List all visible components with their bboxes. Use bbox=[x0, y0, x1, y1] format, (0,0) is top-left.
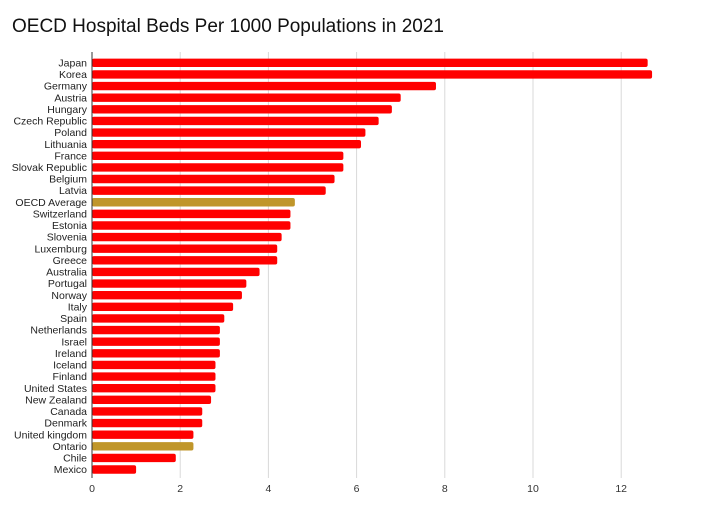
bar-new-zealand bbox=[92, 395, 212, 404]
bar-poland bbox=[92, 128, 366, 137]
category-label-ontario: Ontario bbox=[53, 441, 88, 453]
bar-austria bbox=[92, 93, 401, 102]
category-label-switzerland: Switzerland bbox=[33, 208, 87, 220]
category-label-hungary: Hungary bbox=[47, 104, 87, 116]
category-label-luxemburg: Luxemburg bbox=[34, 243, 87, 255]
bar-czech-republic bbox=[92, 116, 379, 126]
category-label-denmark: Denmark bbox=[44, 418, 87, 430]
bar-slovenia bbox=[92, 232, 282, 242]
bar-slovak-republic bbox=[92, 163, 344, 172]
bar-japan bbox=[92, 58, 648, 68]
category-label-germany: Germany bbox=[44, 81, 88, 93]
chart-title: OECD Hospital Beds Per 1000 Populations … bbox=[12, 16, 444, 37]
bar-ireland bbox=[92, 349, 220, 358]
x-tick-label: 6 bbox=[354, 483, 360, 495]
category-label-netherlands: Netherlands bbox=[30, 325, 87, 337]
category-label-chile: Chile bbox=[63, 452, 87, 464]
bar-united-kingdom bbox=[92, 430, 194, 439]
bar-spain bbox=[92, 314, 225, 323]
bar-israel bbox=[92, 337, 220, 346]
category-label-oecd-average: OECD Average bbox=[15, 197, 87, 209]
bar-luxemburg bbox=[92, 244, 278, 253]
bar-estonia bbox=[92, 221, 291, 230]
bar-oecd-average bbox=[92, 198, 295, 207]
category-label-iceland: Iceland bbox=[53, 360, 87, 372]
category-label-slovenia: Slovenia bbox=[47, 232, 87, 244]
bar-mexico bbox=[92, 465, 137, 474]
bar-finland bbox=[92, 372, 216, 381]
category-label-greece: Greece bbox=[53, 255, 88, 267]
category-label-canada: Canada bbox=[50, 406, 87, 418]
x-tick-label: 10 bbox=[527, 483, 539, 495]
category-label-italy: Italy bbox=[68, 301, 88, 313]
category-label-spain: Spain bbox=[60, 313, 87, 325]
bar-canada bbox=[92, 407, 203, 416]
category-label-lithuania: Lithuania bbox=[44, 139, 87, 151]
category-label-finland: Finland bbox=[53, 371, 88, 383]
category-label-ireland: Ireland bbox=[55, 348, 87, 360]
category-label-portugal: Portugal bbox=[48, 278, 87, 290]
category-label-israel: Israel bbox=[61, 336, 87, 348]
bar-switzerland bbox=[92, 209, 291, 219]
bar-iceland bbox=[92, 360, 216, 370]
category-label-france: France bbox=[54, 150, 87, 162]
category-label-estonia: Estonia bbox=[52, 220, 87, 232]
category-label-norway: Norway bbox=[51, 290, 87, 302]
category-label-united-states: United States bbox=[24, 383, 87, 395]
category-label-slovak-republic: Slovak Republic bbox=[12, 162, 87, 174]
bar-belgium bbox=[92, 174, 335, 184]
x-tick-label: 0 bbox=[89, 483, 95, 495]
bar-lithuania bbox=[92, 139, 362, 149]
category-label-australia: Australia bbox=[46, 267, 87, 279]
category-label-latvia: Latvia bbox=[59, 185, 87, 197]
category-label-japan: Japan bbox=[58, 57, 87, 69]
bar-korea bbox=[92, 70, 653, 79]
bar-greece bbox=[92, 256, 278, 265]
bar-australia bbox=[92, 267, 260, 277]
category-label-korea: Korea bbox=[59, 69, 87, 81]
bar-germany bbox=[92, 81, 436, 91]
bar-denmark bbox=[92, 418, 203, 428]
bar-norway bbox=[92, 291, 242, 300]
bar-hungary bbox=[92, 105, 392, 114]
x-tick-label: 8 bbox=[442, 483, 448, 495]
bar-ontario bbox=[92, 442, 194, 451]
category-label-czech-republic: Czech Republic bbox=[13, 116, 87, 128]
bar-latvia bbox=[92, 186, 326, 195]
category-label-poland: Poland bbox=[54, 127, 87, 139]
x-tick-label: 12 bbox=[615, 483, 627, 495]
bar-italy bbox=[92, 302, 234, 312]
x-tick-labels: 0 2 4 6 8 10 12 bbox=[89, 483, 627, 495]
category-label-belgium: Belgium bbox=[49, 174, 87, 186]
bar-portugal bbox=[92, 279, 247, 288]
category-label-mexico: Mexico bbox=[54, 464, 87, 476]
category-label-austria: Austria bbox=[54, 92, 87, 104]
bar-chile bbox=[92, 453, 176, 463]
category-label-new-zealand: New Zealand bbox=[25, 394, 87, 406]
gridlines bbox=[179, 52, 622, 478]
bar-united-states bbox=[92, 383, 216, 393]
bars bbox=[92, 58, 653, 474]
bar-netherlands bbox=[92, 325, 220, 335]
bar-france bbox=[92, 151, 344, 160]
x-tick-label: 2 bbox=[177, 483, 183, 495]
category-label-united-kingdom: United kingdom bbox=[14, 429, 87, 441]
x-tick-label: 4 bbox=[265, 483, 271, 495]
